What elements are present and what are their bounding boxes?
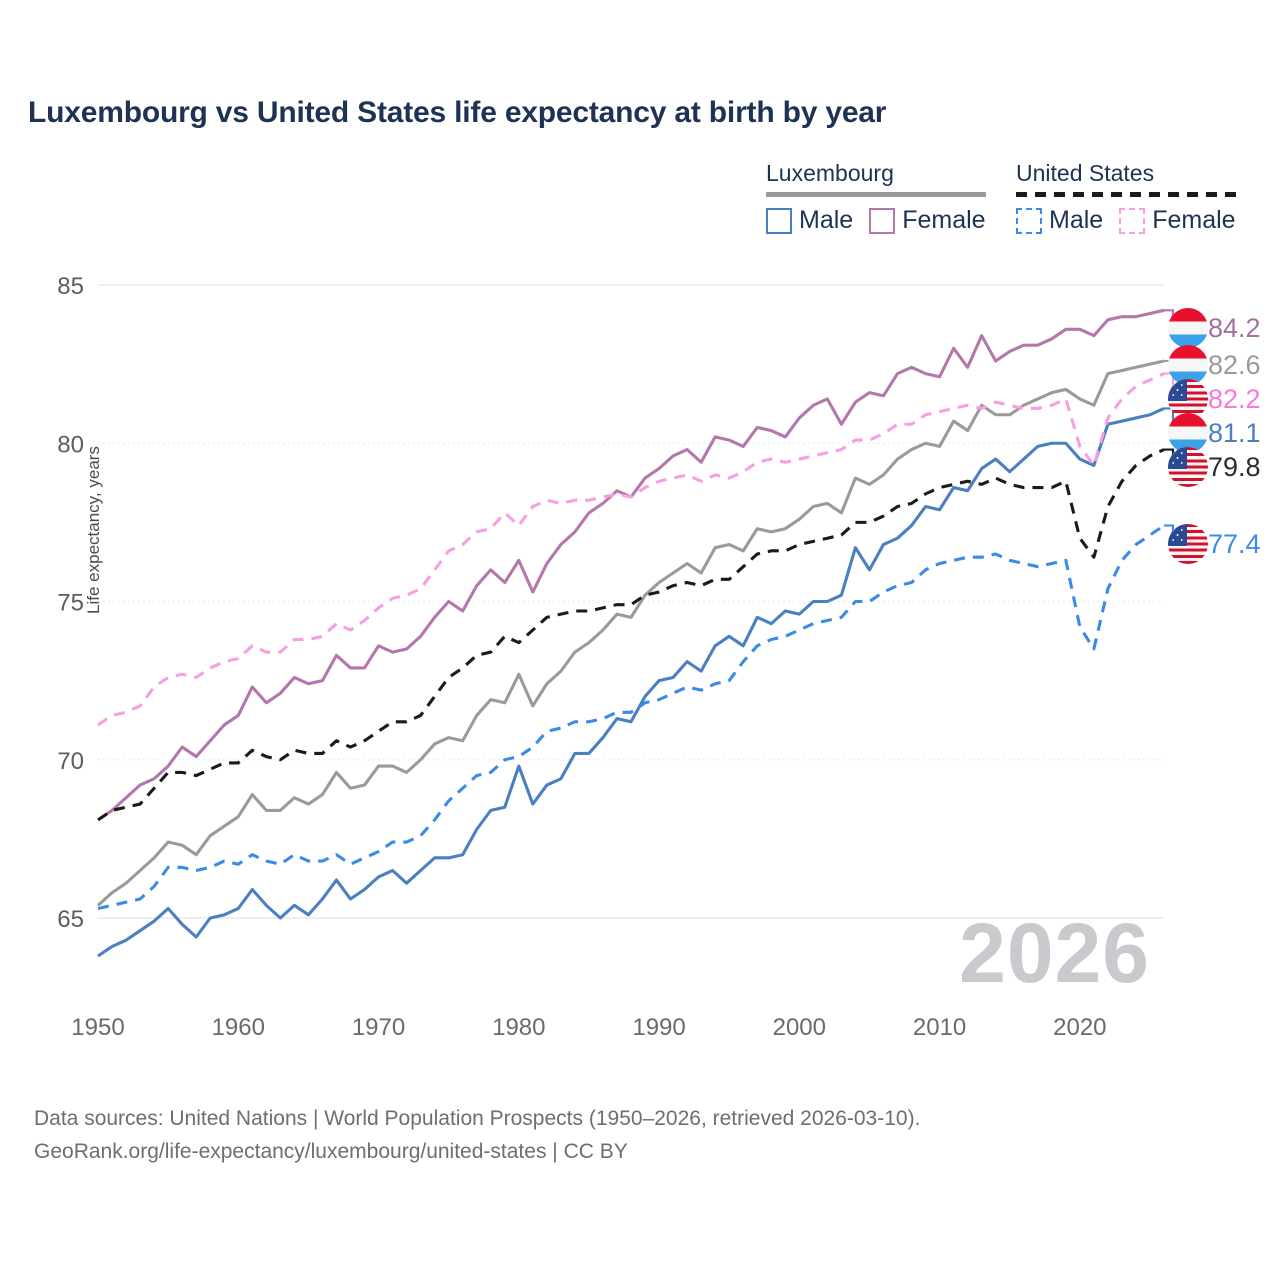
legend-label-luxembourg-female: Female (902, 206, 986, 234)
legend-item-luxembourg-female[interactable]: Female (869, 206, 986, 235)
series-line-united-states-total (97, 448, 1165, 822)
legend-rule-luxembourg (766, 192, 986, 197)
series-line-luxembourg-female (97, 308, 1165, 822)
series-line-united-states-male (97, 524, 1165, 911)
legend-group-title-united-states: United States (1016, 160, 1155, 186)
page-title: Luxembourg vs United States life expecta… (28, 96, 887, 129)
flag-icon-united-states (1168, 524, 1208, 564)
legend-label-united-states-male: Male (1049, 206, 1104, 234)
legend-swatch-icon-united-states-female (1119, 207, 1146, 234)
legend-rule-united-states (1016, 192, 1236, 197)
x-tick-label: 2020 (1053, 1014, 1106, 1041)
end-value-label: 81.1 (1208, 418, 1261, 448)
footer-line-sources: Data sources: United Nations | World Pop… (34, 1107, 921, 1130)
legend: Luxembourg Male Female United States Mal (758, 160, 1258, 240)
y-tick-label: 70 (57, 748, 84, 775)
legend-swatch-icon-united-states-male (1016, 207, 1042, 234)
legend-group-title-luxembourg: Luxembourg (766, 160, 894, 186)
x-tick-label: 1990 (632, 1014, 685, 1041)
x-tick-label: 1960 (212, 1014, 265, 1041)
y-tick-label: 85 (57, 273, 84, 300)
footer-line-attribution[interactable]: GeoRank.org/life-expectancy/luxembourg/u… (34, 1139, 628, 1163)
flag-canton (1168, 379, 1187, 401)
flag-canton (1168, 447, 1187, 469)
legend-label-united-states-female: Female (1152, 206, 1236, 234)
y-tick-label: 65 (57, 906, 84, 933)
end-value-label: 84.2 (1208, 313, 1261, 343)
y-tick-label: 75 (57, 590, 84, 617)
x-axis-ticks: 1950 1960 1970 1980 1990 2000 2010 2020 (71, 1014, 1106, 1041)
legend-group-united-states: United States Male Female (1016, 160, 1236, 235)
legend-item-united-states-male[interactable]: Male (1016, 206, 1103, 235)
plot-area: 65 70 75 80 85 1950 1960 1970 1980 1990 2000 2010 2… (57, 273, 1184, 1041)
legend-label-luxembourg-male: Male (799, 206, 854, 234)
series-line-luxembourg-male (97, 407, 1165, 958)
series-lines (96, 308, 1165, 958)
year-watermark: 2026 (959, 906, 1150, 1000)
legend-item-united-states-female[interactable]: Female (1119, 206, 1236, 235)
end-value-label: 82.2 (1208, 384, 1261, 414)
x-tick-label: 2010 (913, 1014, 966, 1041)
gridlines (98, 284, 1164, 919)
legend-swatch-icon-luxembourg-female (869, 207, 896, 234)
x-tick-label: 1970 (352, 1014, 405, 1041)
flag-canton (1168, 524, 1187, 546)
series-line-luxembourg-total (96, 359, 1165, 907)
flag-icon-united-states (1168, 379, 1208, 419)
series-line-united-states-female (97, 372, 1165, 727)
end-value-label: 82.6 (1208, 350, 1261, 380)
legend-group-luxembourg: Luxembourg Male Female (766, 160, 986, 235)
y-axis-ticks: 65 70 75 80 85 (57, 273, 84, 933)
footer: Data sources: United Nations | World Pop… (34, 1103, 920, 1168)
end-value-label: 77.4 (1208, 529, 1261, 559)
flag-icon-luxembourg (1168, 345, 1208, 385)
legend-item-luxembourg-male[interactable]: Male (766, 206, 853, 235)
flag-icon-luxembourg (1168, 413, 1208, 453)
end-value-label: 79.8 (1208, 452, 1261, 482)
flag-icon-united-states (1168, 447, 1208, 487)
x-tick-label: 1950 (71, 1014, 124, 1041)
x-tick-label: 2000 (773, 1014, 826, 1041)
legend-swatch-icon-luxembourg-male (766, 207, 792, 234)
y-tick-label: 80 (57, 431, 84, 458)
flag-icon-luxembourg (1168, 308, 1208, 348)
x-tick-label: 1980 (492, 1014, 545, 1041)
